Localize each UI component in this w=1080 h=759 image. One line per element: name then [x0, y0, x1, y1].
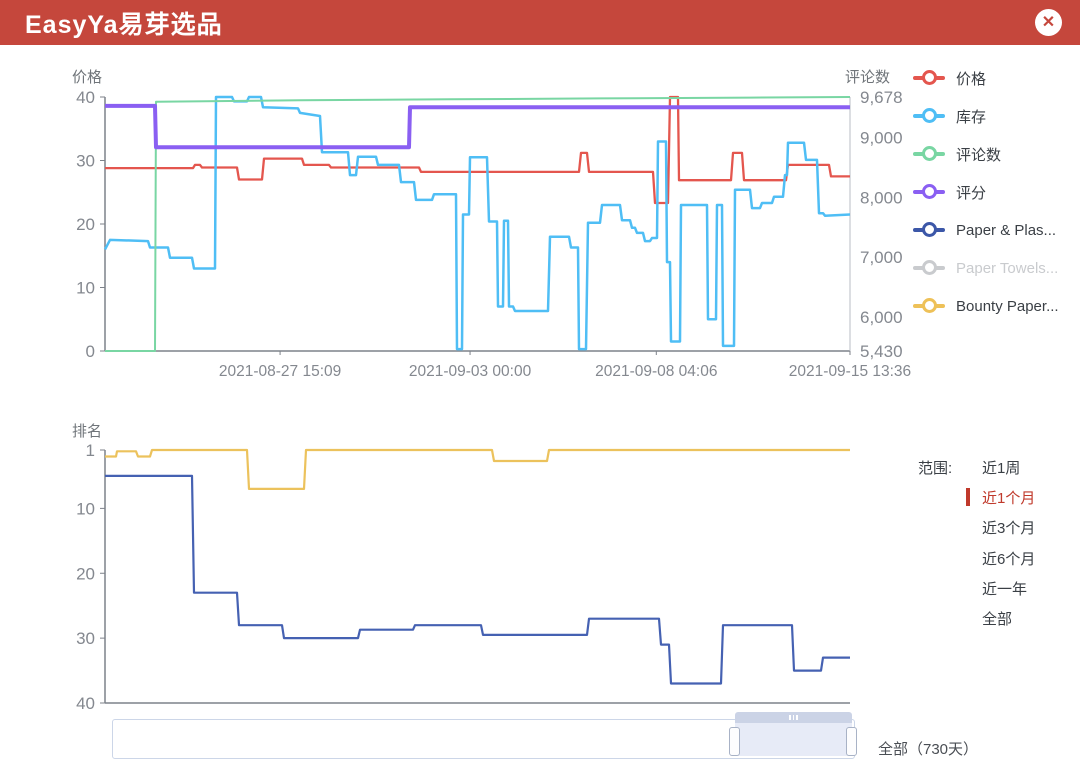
legend-marker-icon [913, 222, 945, 237]
close-button[interactable]: ✕ [1035, 9, 1062, 36]
chart-legend: 价格库存评论数评分 Paper & Plas... Paper Towels... B… [913, 59, 1059, 325]
datazoom-right-handle[interactable] [846, 727, 857, 756]
svg-text:1: 1 [86, 441, 95, 460]
brand-logo: EasyYa易芽选品 [25, 10, 223, 39]
legend-ring-icon [922, 298, 937, 313]
legend-label: Paper & Plas... [956, 221, 1057, 239]
legend-label: 评分 [956, 184, 987, 202]
legend-label: Bounty Paper... [956, 297, 1059, 315]
legend-marker-icon [913, 298, 945, 313]
legend-label: Paper Towels... [956, 259, 1059, 277]
svg-text:6,000: 6,000 [860, 308, 903, 327]
legend-item-4[interactable]: Paper & Plas... [913, 211, 1059, 249]
legend-marker-icon [913, 70, 945, 85]
legend-item-1[interactable]: 库存 [913, 97, 1059, 135]
legend-ring-icon [922, 108, 937, 123]
legend-item-6[interactable]: Bounty Paper... [913, 287, 1059, 325]
legend-item-2[interactable]: 评论数 [913, 135, 1059, 173]
svg-text:9,678: 9,678 [860, 88, 903, 107]
svg-text:10: 10 [76, 499, 95, 518]
legend-marker-icon [913, 260, 945, 275]
selected-indicator-bar [966, 488, 970, 507]
range-option-1[interactable]: 近1个月 [966, 482, 1036, 512]
legend-label: 库存 [956, 108, 987, 126]
range-option-0[interactable]: 近1周 [982, 452, 1035, 482]
svg-text:40: 40 [76, 694, 95, 713]
range-option-label: 全部 [982, 611, 1013, 629]
range-option-3[interactable]: 近6个月 [982, 543, 1035, 573]
legend-item-3[interactable]: 评分 [913, 173, 1059, 211]
legend-ring-icon [922, 70, 937, 85]
svg-text:30: 30 [76, 629, 95, 648]
legend-marker-icon [913, 108, 945, 123]
datazoom-range-label: 全部（730天） [878, 741, 979, 758]
datazoom-left-handle[interactable] [729, 727, 740, 756]
range-option-label: 近1周 [982, 459, 1021, 477]
datazoom-window[interactable] [735, 723, 852, 756]
range-menu-label: 范围: [918, 460, 953, 477]
range-option-label: 近一年 [982, 580, 1028, 598]
svg-text:30: 30 [76, 152, 95, 171]
right-axis-title-reviews: 评论数 [845, 69, 891, 86]
close-icon: ✕ [1041, 13, 1056, 31]
rank-axis-title: 排名 [72, 423, 103, 440]
svg-text:9,000: 9,000 [860, 129, 903, 148]
svg-text:0: 0 [86, 342, 95, 361]
legend-ring-icon [922, 146, 937, 161]
header-bar: EasyYa易芽选品 ✕ [0, 0, 1080, 45]
legend-label: 价格 [956, 70, 987, 88]
svg-text:2021-08-27 15:09: 2021-08-27 15:09 [219, 363, 341, 380]
legend-label: 评论数 [956, 146, 1002, 164]
svg-text:40: 40 [76, 88, 95, 107]
legend-ring-icon [922, 260, 937, 275]
range-menu: 近1周近1个月近3个月近6个月近一年全部 [966, 452, 1036, 634]
range-option-4[interactable]: 近一年 [982, 573, 1035, 603]
svg-text:2021-09-08 04:06: 2021-09-08 04:06 [595, 363, 717, 380]
legend-ring-icon [922, 222, 937, 237]
legend-marker-icon [913, 184, 945, 199]
range-option-2[interactable]: 近3个月 [982, 513, 1035, 543]
range-option-5[interactable]: 全部 [982, 603, 1035, 633]
range-option-label: 近3个月 [982, 520, 1036, 538]
svg-text:20: 20 [76, 564, 95, 583]
svg-text:2021-09-03 00:00: 2021-09-03 00:00 [409, 363, 532, 380]
legend-item-5[interactable]: Paper Towels... [913, 249, 1059, 287]
legend-ring-icon [922, 184, 937, 199]
legend-item-0[interactable]: 价格 [913, 59, 1059, 97]
drag-grip-icon [789, 715, 791, 720]
legend-marker-icon [913, 146, 945, 161]
svg-text:7,000: 7,000 [860, 248, 903, 267]
range-option-label: 近6个月 [982, 550, 1036, 568]
svg-text:10: 10 [76, 279, 95, 298]
svg-text:2021-09-15 13:36: 2021-09-15 13:36 [789, 363, 911, 380]
datazoom-drag-bar[interactable] [735, 712, 852, 723]
range-option-label: 近1个月 [982, 489, 1036, 507]
left-axis-title-price: 价格 [72, 69, 103, 86]
svg-text:8,000: 8,000 [860, 188, 903, 207]
svg-text:20: 20 [76, 215, 95, 234]
svg-text:5,430: 5,430 [860, 342, 903, 361]
